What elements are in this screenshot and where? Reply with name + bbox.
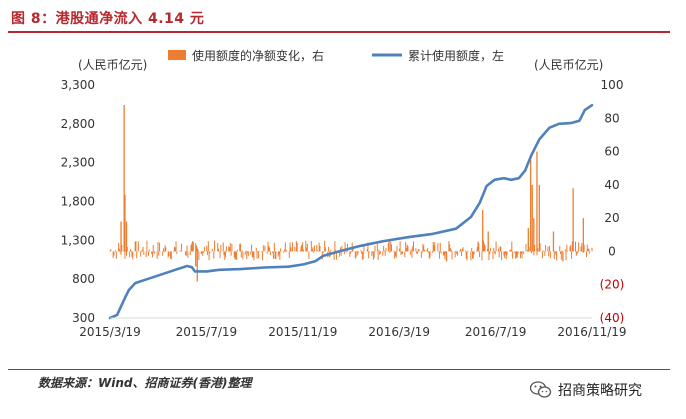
x-tick-label: 2016/7/19 (465, 325, 527, 339)
right-axis: (40) (20) 0 20 40 60 80 100 (600, 78, 625, 325)
right-tick-label: 0 (608, 244, 616, 258)
legend-line-label: 累计使用额度，左 (408, 48, 504, 63)
left-tick-label: 3,300 (61, 78, 95, 92)
left-tick-label: 1,800 (61, 195, 95, 209)
brand-name: 招商策略研究 (558, 383, 642, 399)
brand-logo[interactable]: 招商策略研究 (530, 380, 642, 400)
line-series-group (108, 103, 594, 320)
right-tick-label: 40 (604, 178, 619, 192)
cumulative-line (108, 103, 594, 320)
x-tick-label: 2016/3/19 (368, 325, 430, 339)
left-tick-label: 2,800 (61, 117, 95, 131)
bar-series (109, 104, 593, 282)
wechat-icon (530, 381, 552, 398)
right-tick-label: (40) (600, 311, 625, 325)
x-tick-label: 2015/11/19 (268, 325, 337, 339)
left-tick-label: 800 (72, 272, 95, 286)
right-tick-label: 60 (604, 145, 619, 159)
x-axis: 2015/3/19 2015/7/19 2015/11/19 2016/3/19 201… (79, 317, 627, 339)
right-tick-label: 20 (604, 211, 619, 225)
right-axis-unit: (人民币亿元) (534, 57, 603, 72)
left-axis: 300 800 1,300 1,800 2,300 2,800 3,300 (61, 78, 95, 325)
right-tick-label: 80 (604, 111, 619, 125)
chart: (人民币亿元) (人民币亿元) 使用额度的净额变化，右 累计使用额度，左 300… (61, 48, 627, 339)
x-tick-label: 2016/11/19 (557, 325, 626, 339)
legend-bar-swatch (168, 50, 186, 60)
legend-bar-label: 使用额度的净额变化，右 (192, 48, 324, 63)
x-tick-label: 2015/3/19 (79, 325, 141, 339)
right-tick-label: 100 (601, 78, 624, 92)
left-tick-label: 300 (72, 311, 95, 325)
left-tick-label: 1,300 (61, 233, 95, 247)
figure-title: 图 8：港股通净流入 4.14 元 (11, 11, 205, 27)
footer-divider (8, 369, 670, 370)
title-divider (8, 31, 670, 33)
source-note: 数据来源：Wind、招商证券(香港)整理 (38, 376, 252, 390)
left-tick-label: 2,300 (61, 156, 95, 170)
left-axis-unit: (人民币亿元) (78, 57, 147, 72)
right-tick-label: (20) (600, 278, 625, 292)
x-tick-label: 2015/7/19 (176, 325, 238, 339)
